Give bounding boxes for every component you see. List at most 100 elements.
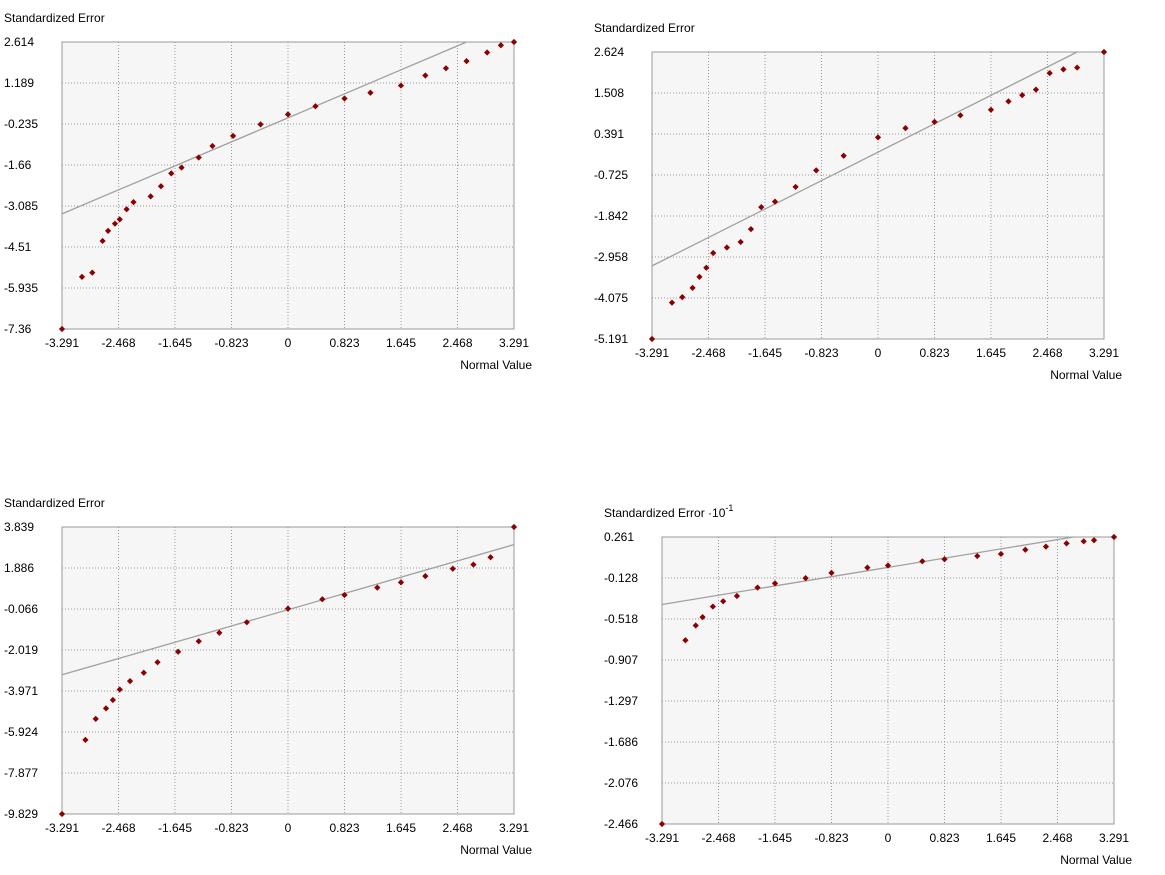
data-point xyxy=(1046,69,1053,77)
x-tick-label: -1.645 xyxy=(158,336,192,350)
y-tick-label: -9.829 xyxy=(4,807,38,821)
x-tick-label: 1.645 xyxy=(386,821,416,835)
x-tick-label: -0.823 xyxy=(804,346,838,360)
plot-area xyxy=(62,42,514,329)
data-point xyxy=(116,686,123,693)
x-tick-label: 1.645 xyxy=(976,346,1006,360)
data-point xyxy=(99,237,106,245)
data-point xyxy=(1090,537,1098,544)
y-tick-label: -7.877 xyxy=(4,766,38,780)
y-tick-label: -1.686 xyxy=(604,735,638,749)
y-tick-label: -1.66 xyxy=(4,158,32,172)
y-tick-label: -0.725 xyxy=(594,168,628,182)
x-tick-label: 2.468 xyxy=(1042,831,1072,845)
y-tick-label: 1.508 xyxy=(594,86,624,100)
data-point xyxy=(195,154,202,161)
x-tick-label: 0.823 xyxy=(329,336,359,350)
x-tick-label: -0.823 xyxy=(214,821,248,835)
x-tick-label: -2.468 xyxy=(691,346,725,360)
y-tick-label: -5.935 xyxy=(4,281,38,295)
x-tick-label: -3.291 xyxy=(45,336,79,350)
qq-plot-3: Standardized Error 3.839 1.886 -0.066 -2.019… xyxy=(0,485,560,857)
y-tick-label: -0.235 xyxy=(4,117,38,131)
y-axis-label-exponent: -1 xyxy=(725,503,733,513)
plot-area xyxy=(662,537,1114,824)
x-tick-label: -2.468 xyxy=(101,821,135,835)
y-tick-label: -0.066 xyxy=(4,602,38,616)
y-tick-label: -2.076 xyxy=(604,776,638,790)
plot-frame xyxy=(61,526,515,815)
plot-frame xyxy=(661,536,1115,825)
data-point xyxy=(111,220,119,227)
x-axis-label: Normal Value xyxy=(1050,368,1122,382)
x-tick-label: 2.468 xyxy=(442,336,472,350)
chart-svg: Standardized Error 2.624 1.508 0.391 -0.725 -… xyxy=(594,21,1122,382)
x-tick-label: -3.291 xyxy=(645,831,679,845)
data-point xyxy=(209,142,216,150)
y-tick-label: -0.128 xyxy=(604,571,638,585)
plot-area xyxy=(652,52,1104,339)
y-tick-label: 1.886 xyxy=(4,561,34,575)
plot-frame xyxy=(61,41,515,330)
y-tick-label: -4.075 xyxy=(594,291,628,305)
plot-frame xyxy=(651,51,1105,340)
data-point xyxy=(195,638,202,645)
y-tick-label: 1.189 xyxy=(4,76,34,90)
y-tick-label: -1.297 xyxy=(604,694,638,708)
x-tick-label: 0.823 xyxy=(329,821,359,835)
x-tick-label: -3.291 xyxy=(45,821,79,835)
y-axis-label: Standardized Error xyxy=(4,11,105,25)
x-tick-label: 0 xyxy=(885,831,892,845)
chart-svg: Standardized Error 2.614 1.189 -0.235 -1.66 -… xyxy=(4,11,532,372)
y-tick-label: -2.466 xyxy=(604,817,638,831)
y-tick-label: -3.085 xyxy=(4,199,38,213)
y-axis-label: Standardized Error xyxy=(4,496,105,510)
data-point xyxy=(116,216,123,223)
y-tick-label: -0.518 xyxy=(604,612,638,626)
data-point xyxy=(175,648,182,655)
reference-line xyxy=(661,536,1074,606)
data-point xyxy=(737,238,744,246)
y-tick-label: -3.971 xyxy=(4,684,38,698)
x-tick-label: 3.291 xyxy=(1089,346,1119,360)
data-point xyxy=(723,244,731,251)
y-axis-label: Standardized Error xyxy=(594,21,695,35)
y-tick-label: -5.191 xyxy=(594,332,628,346)
plot-area xyxy=(62,527,514,814)
x-tick-label: 2.468 xyxy=(442,821,472,835)
x-axis-label: Normal Value xyxy=(460,358,532,372)
x-tick-label: 3.291 xyxy=(499,336,529,350)
y-tick-label: 0.261 xyxy=(604,530,634,544)
y-tick-label: -7.36 xyxy=(4,322,32,336)
x-tick-label: 1.645 xyxy=(986,831,1016,845)
x-tick-label: -2.468 xyxy=(701,831,735,845)
y-tick-label: -4.51 xyxy=(4,240,32,254)
x-tick-label: 2.468 xyxy=(1032,346,1062,360)
chart-svg: Standardized Error 3.839 1.886 -0.066 -2.019… xyxy=(4,496,532,857)
x-tick-label: -1.645 xyxy=(158,821,192,835)
qq-plot-1: Standardized Error 2.614 1.189 -0.235 -1.66 -… xyxy=(0,0,560,372)
y-tick-label: 2.624 xyxy=(594,45,624,59)
y-tick-label: 3.839 xyxy=(4,520,34,534)
y-tick-label: 2.614 xyxy=(4,35,34,49)
y-tick-label: -2.019 xyxy=(4,643,38,657)
data-point xyxy=(341,591,348,599)
qq-plot-4: Standardized Error ·10-1 0.261 -0.128 -0.51… xyxy=(600,495,1160,867)
x-tick-label: 0 xyxy=(285,336,292,350)
data-point xyxy=(1063,540,1070,547)
x-tick-label: -0.823 xyxy=(814,831,848,845)
data-point xyxy=(157,183,165,190)
data-point xyxy=(168,170,175,177)
data-point xyxy=(178,164,185,171)
qq-plot-2: Standardized Error 2.624 1.508 0.391 -0.725 -… xyxy=(590,10,1150,382)
x-tick-label: 0 xyxy=(285,821,292,835)
x-tick-label: 1.645 xyxy=(386,336,416,350)
x-tick-label: 3.291 xyxy=(1099,831,1129,845)
data-point xyxy=(82,736,89,744)
y-tick-label: 0.391 xyxy=(594,127,624,141)
x-tick-label: 3.291 xyxy=(499,821,529,835)
data-point xyxy=(123,206,130,213)
data-point xyxy=(229,132,237,140)
y-tick-label: -5.924 xyxy=(4,725,38,739)
x-tick-label: -2.468 xyxy=(101,336,135,350)
